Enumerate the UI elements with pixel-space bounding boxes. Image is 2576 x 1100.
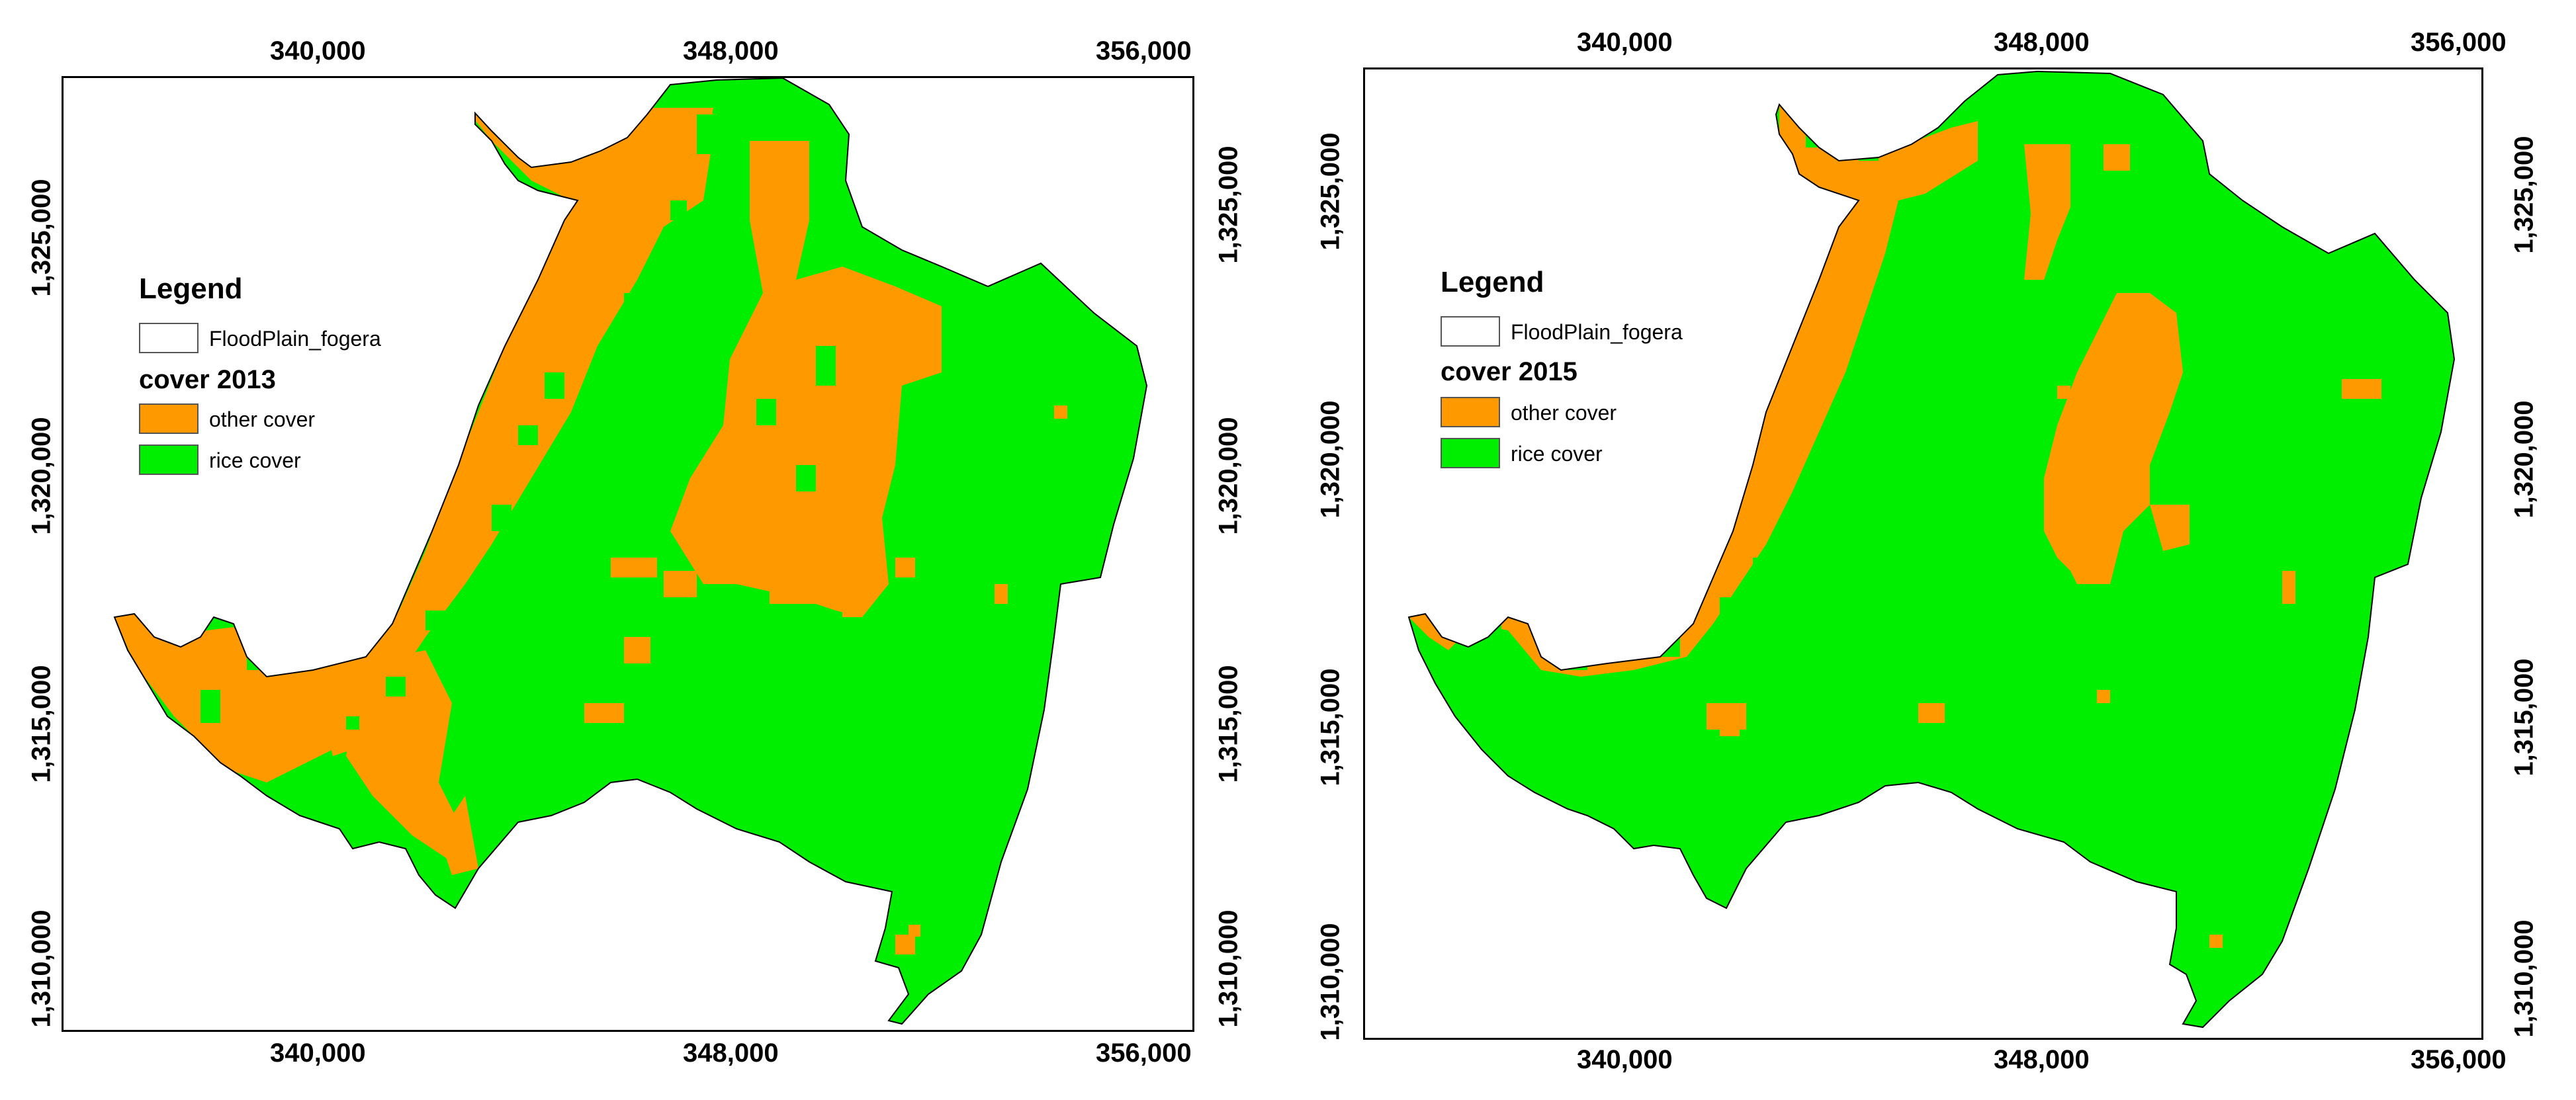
y-tick-right: 1,310,000 (2509, 919, 2539, 1038)
y-tick-right: 1,320,000 (1214, 417, 1243, 535)
legend-title: Legend (139, 273, 243, 305)
x-tick-top: 356,000 (2411, 28, 2507, 57)
map-panel-2013: 340,000 348,000 356,000 340,000 348,000 … (26, 36, 1243, 1068)
other-cover-swatch (1441, 397, 1500, 427)
y-tick-right: 1,325,000 (2509, 136, 2539, 254)
floodplain-swatch (139, 323, 199, 353)
y-tick-right: 1,315,000 (1214, 665, 1243, 783)
floodplain-map-2015 (1407, 70, 2456, 1029)
x-tick-top: 348,000 (1994, 28, 2090, 57)
floodplain-label: FloodPlain_fogera (1511, 320, 1683, 344)
x-tick-bottom: 356,000 (1096, 1038, 1192, 1068)
y-tick-left: 1,310,000 (1315, 923, 1345, 1041)
y-tick-right: 1,315,000 (2509, 658, 2539, 777)
x-tick-bottom: 340,000 (270, 1038, 366, 1068)
x-tick-top: 348,000 (683, 36, 779, 65)
floodplain-swatch (1441, 316, 1500, 347)
y-tick-right: 1,310,000 (1214, 910, 1243, 1028)
x-tick-bottom: 340,000 (1577, 1045, 1673, 1074)
rice-cover-swatch (139, 444, 199, 475)
x-tick-top: 340,000 (1577, 28, 1673, 57)
y-tick-left: 1,320,000 (1315, 400, 1345, 519)
x-tick-bottom: 356,000 (2411, 1045, 2507, 1074)
other-cover-label: other cover (209, 407, 316, 431)
x-tick-bottom: 348,000 (683, 1038, 779, 1068)
floodplain-label: FloodPlain_fogera (209, 327, 381, 351)
y-tick-left: 1,325,000 (26, 179, 56, 297)
other-cover-swatch (139, 403, 199, 434)
floodplain-map-2013 (113, 78, 1148, 1025)
x-tick-top: 340,000 (270, 36, 366, 65)
other-cover-label: other cover (1511, 401, 1617, 425)
y-tick-left: 1,325,000 (1315, 132, 1345, 251)
legend-title: Legend (1441, 266, 1544, 298)
map-frame (1363, 67, 2483, 1040)
y-tick-right: 1,325,000 (1214, 146, 1243, 264)
map-frame (62, 76, 1194, 1032)
x-tick-top: 356,000 (1096, 36, 1192, 65)
rice-cover-label: rice cover (1511, 442, 1603, 466)
y-tick-right: 1,320,000 (2509, 400, 2539, 519)
y-tick-left: 1,315,000 (1315, 668, 1345, 786)
map-panel-2015: 340,000 348,000 356,000 340,000 348,000 … (1288, 0, 2576, 1100)
cover-title: cover 2013 (139, 365, 276, 394)
rice-cover-swatch (1441, 438, 1500, 468)
rice-cover-label: rice cover (209, 448, 301, 472)
cover-title: cover 2015 (1441, 357, 1577, 386)
y-tick-left: 1,320,000 (26, 417, 56, 535)
x-tick-bottom: 348,000 (1994, 1045, 2090, 1074)
y-tick-left: 1,310,000 (26, 910, 56, 1028)
y-tick-left: 1,315,000 (26, 665, 56, 783)
